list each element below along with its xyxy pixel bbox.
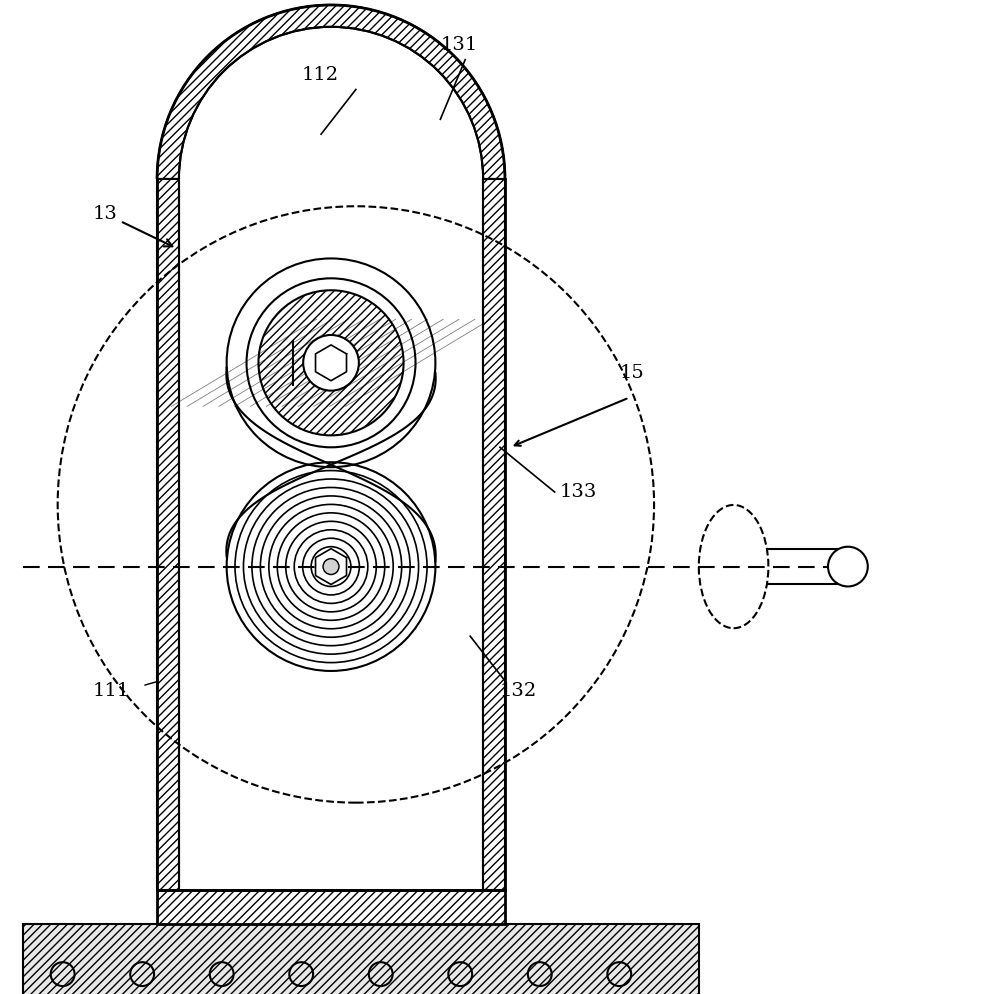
Circle shape [303, 335, 359, 391]
Text: 132: 132 [500, 682, 537, 700]
Wedge shape [157, 5, 505, 179]
Text: 133: 133 [560, 483, 597, 501]
Text: 111: 111 [92, 682, 130, 700]
Text: 131: 131 [440, 36, 478, 54]
Polygon shape [316, 345, 347, 381]
Text: 13: 13 [92, 205, 172, 247]
Text: 15: 15 [619, 364, 644, 382]
Text: 112: 112 [301, 66, 338, 83]
Circle shape [828, 547, 868, 586]
Bar [23, 924, 699, 994]
Wedge shape [258, 290, 404, 435]
Bar [157, 179, 179, 890]
Bar [483, 179, 505, 890]
Polygon shape [316, 549, 347, 584]
Bar [157, 890, 505, 924]
Circle shape [323, 559, 339, 575]
